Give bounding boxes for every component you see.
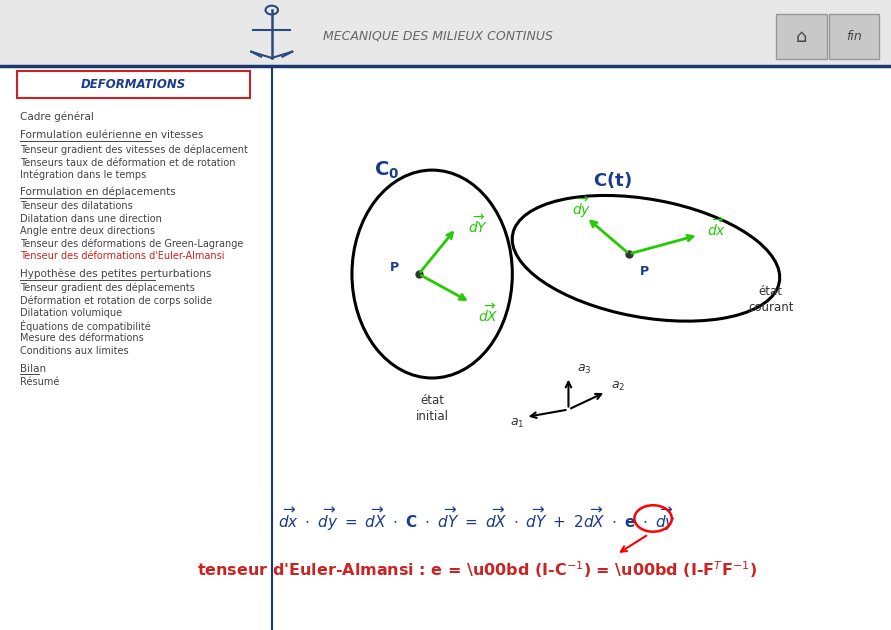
Text: $\mathbf{C(t)}$: $\mathbf{C(t)}$ <box>593 169 632 190</box>
Ellipse shape <box>352 170 512 378</box>
Text: Bilan: Bilan <box>20 364 45 374</box>
Text: P: P <box>390 261 399 274</box>
Text: Hypothèse des petites perturbations: Hypothèse des petites perturbations <box>20 269 211 279</box>
Text: $\overrightarrow{dx}$: $\overrightarrow{dx}$ <box>707 216 726 239</box>
Text: Déformation et rotation de corps solide: Déformation et rotation de corps solide <box>20 295 212 306</box>
Text: Tenseur gradient des déplacements: Tenseur gradient des déplacements <box>20 283 194 293</box>
Text: Tenseurs taux de déformation et de rotation: Tenseurs taux de déformation et de rotat… <box>20 158 235 168</box>
Text: Tenseur gradient des vitesses de déplacement: Tenseur gradient des vitesses de déplace… <box>20 145 248 155</box>
Text: Mesure des déformations: Mesure des déformations <box>20 333 143 343</box>
Text: P: P <box>640 265 649 278</box>
Text: Formulation en déplacements: Formulation en déplacements <box>20 187 176 197</box>
Text: $\overrightarrow{dY}$: $\overrightarrow{dY}$ <box>468 214 488 236</box>
Text: Tenseur des dilatations: Tenseur des dilatations <box>20 201 133 211</box>
FancyBboxPatch shape <box>829 14 879 59</box>
Text: tenseur d'Euler-Almansi : e = \u00bd (I-C$^{-1}$) = \u00bd (I-F$^{T}$F$^{-1}$): tenseur d'Euler-Almansi : e = \u00bd (I-… <box>197 560 756 580</box>
Text: $\overrightarrow{dy}$: $\overrightarrow{dy}$ <box>572 195 592 220</box>
Text: Intégration dans le temps: Intégration dans le temps <box>20 170 146 180</box>
Text: $a_3$: $a_3$ <box>577 363 592 375</box>
FancyBboxPatch shape <box>776 14 827 59</box>
Text: DEFORMATIONS: DEFORMATIONS <box>81 78 186 91</box>
Text: Conditions aux limites: Conditions aux limites <box>20 346 128 356</box>
Text: $a_2$: $a_2$ <box>611 381 625 393</box>
Text: Tenseur des déformations de Green-Lagrange: Tenseur des déformations de Green-Lagran… <box>20 239 243 249</box>
Text: MECANIQUE DES MILIEUX CONTINUS: MECANIQUE DES MILIEUX CONTINUS <box>323 30 552 42</box>
Text: $a_1$: $a_1$ <box>510 417 524 430</box>
Text: Cadre général: Cadre général <box>20 112 94 122</box>
Ellipse shape <box>512 195 780 321</box>
Text: Équations de compatibilité: Équations de compatibilité <box>20 319 151 332</box>
Text: Tenseur des déformations d'Euler-Almansi: Tenseur des déformations d'Euler-Almansi <box>20 251 225 261</box>
Text: $\mathbf{C_0}$: $\mathbf{C_0}$ <box>374 159 399 181</box>
Text: fin: fin <box>846 30 862 43</box>
Text: $\overrightarrow{dx}\ \cdot\ \overrightarrow{dy}\ =\ \overrightarrow{dX}\ \cdot\: $\overrightarrow{dx}\ \cdot\ \overrighta… <box>278 506 675 534</box>
Text: état
initial: état initial <box>415 394 449 423</box>
Text: Dilatation dans une direction: Dilatation dans une direction <box>20 214 161 224</box>
Text: Formulation eulérienne en vitesses: Formulation eulérienne en vitesses <box>20 130 203 140</box>
FancyBboxPatch shape <box>17 71 250 98</box>
Text: état
courant: état courant <box>748 285 794 314</box>
Text: $\overrightarrow{dX}$: $\overrightarrow{dX}$ <box>478 302 498 325</box>
Text: Angle entre deux directions: Angle entre deux directions <box>20 226 155 236</box>
Text: Dilatation volumique: Dilatation volumique <box>20 308 122 318</box>
Text: ⌂: ⌂ <box>796 28 807 45</box>
Text: Résumé: Résumé <box>20 377 59 387</box>
Bar <box>0 0 891 66</box>
